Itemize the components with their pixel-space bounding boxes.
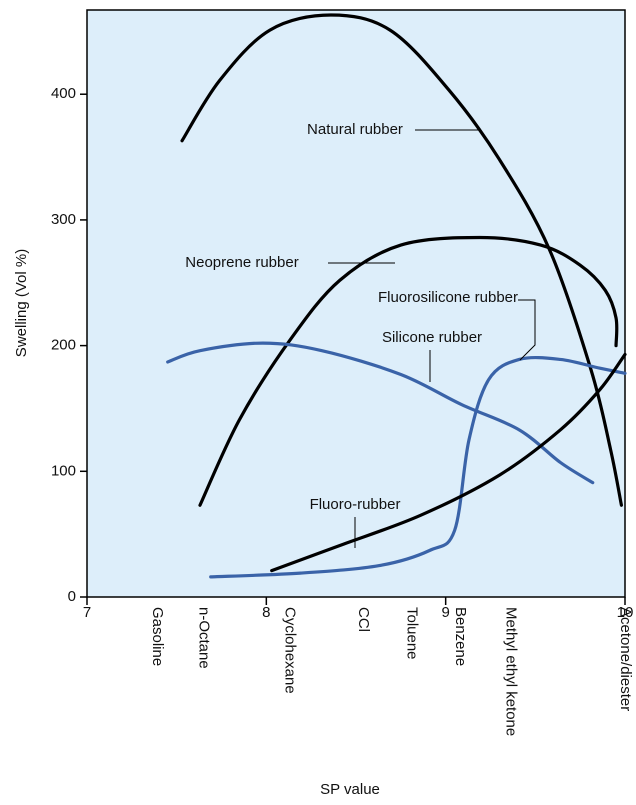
y-tick-label: 0 bbox=[68, 588, 76, 605]
series-label: Fluorosilicone rubber bbox=[378, 289, 518, 306]
solvent-label: Benzene bbox=[452, 607, 469, 666]
x-axis-label: SP value bbox=[320, 781, 380, 798]
solvent-label: Gasoline bbox=[149, 607, 166, 666]
x-tick-label: 9 bbox=[441, 604, 449, 621]
series-label: Natural rubber bbox=[307, 121, 403, 138]
y-tick-label: 300 bbox=[51, 211, 76, 228]
solvent-label: Methyl ethyl ketone bbox=[502, 607, 519, 736]
solvent-label: Acetone/diester bbox=[617, 607, 634, 711]
solvent-label: Cyclohexane bbox=[282, 607, 299, 694]
leader-line bbox=[518, 299, 536, 361]
solvent-label: CCl bbox=[355, 607, 372, 632]
y-axis-label: Swelling (Vol %) bbox=[13, 249, 30, 357]
x-tick-label: 7 bbox=[83, 604, 91, 621]
series-line bbox=[180, 13, 624, 507]
solvent-label: Toluene bbox=[404, 607, 421, 660]
series-line bbox=[198, 235, 619, 507]
y-tick-label: 200 bbox=[51, 337, 76, 354]
x-tick-label: 10 bbox=[617, 604, 634, 621]
solvent-label: n-Octane bbox=[196, 607, 213, 669]
y-tick-label: 400 bbox=[51, 85, 76, 102]
x-tick-label: 8 bbox=[262, 604, 270, 621]
series-label: Fluoro-rubber bbox=[310, 496, 401, 513]
series-line bbox=[209, 355, 627, 579]
y-tick-label: 100 bbox=[51, 462, 76, 479]
series-label: Neoprene rubber bbox=[185, 254, 298, 271]
series-label: Silicone rubber bbox=[382, 329, 482, 346]
series-line bbox=[270, 352, 627, 573]
series-line bbox=[166, 341, 595, 485]
